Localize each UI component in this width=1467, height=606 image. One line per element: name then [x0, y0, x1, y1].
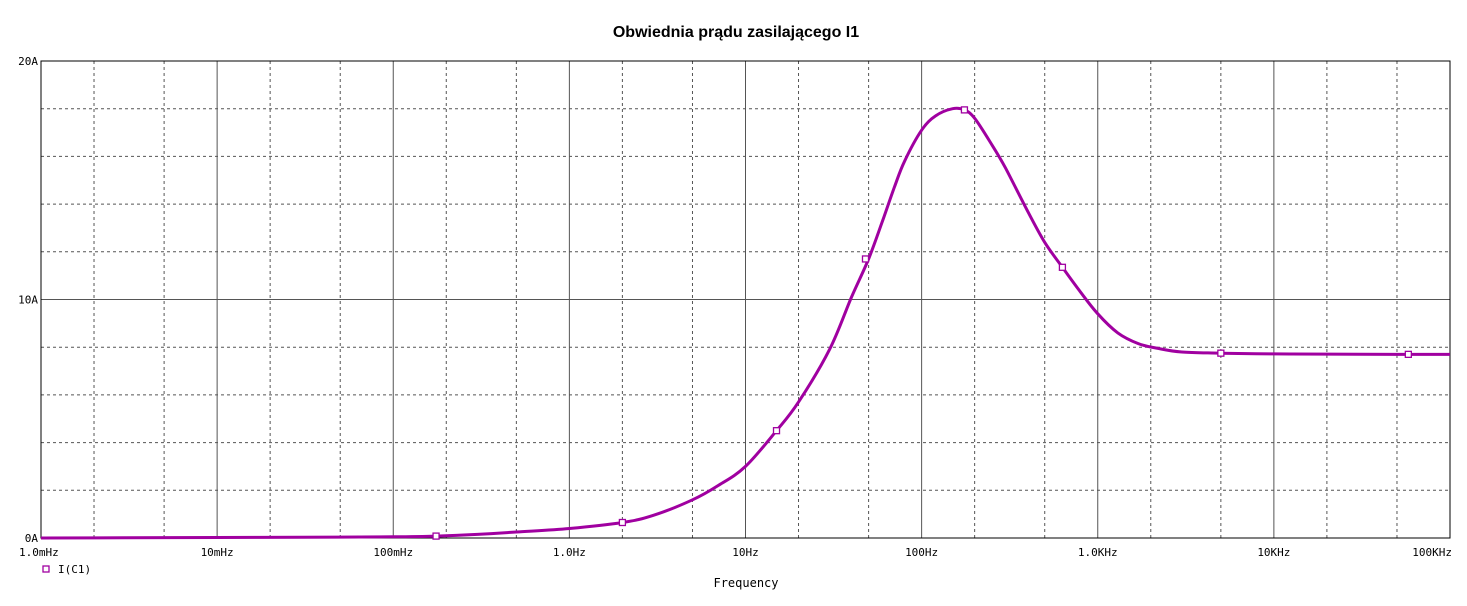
series-marker	[618, 518, 627, 527]
x-tick-label: 100mHz	[373, 546, 413, 559]
plot-frame	[40, 60, 1451, 539]
y-tick-label: 0A	[25, 532, 39, 545]
x-tick-label: 10KHz	[1257, 546, 1290, 559]
x-tick-label: 10Hz	[732, 546, 759, 559]
legend: I(C1)	[42, 563, 91, 576]
legend-label-i-c1: I(C1)	[58, 563, 91, 576]
x-tick-label: 1.0KHz	[1078, 546, 1118, 559]
series-marker	[861, 255, 870, 263]
series-marker	[1404, 350, 1412, 359]
series-marker	[960, 106, 969, 114]
series-layer	[40, 106, 1450, 540]
y-tick-label: 10A	[18, 294, 38, 307]
series-marker	[1217, 349, 1225, 357]
tick-labels: 1.0mHz 10mHz 100mHz 1.0Hz 10Hz 100Hz 1.0KHz 10K…	[18, 55, 1452, 559]
x-tick-label: 1.0mHz	[19, 546, 59, 559]
x-tick-label: 100KHz	[1412, 546, 1452, 559]
series-marker	[432, 532, 440, 540]
series-marker	[1058, 263, 1067, 271]
y-tick-label: 20A	[18, 55, 38, 68]
x-axis-label: Frequency	[713, 576, 778, 590]
series-marker	[772, 427, 781, 435]
x-tick-label: 100Hz	[905, 546, 938, 559]
x-tick-label: 1.0Hz	[553, 546, 586, 559]
series-line-i-c1	[40, 106, 1450, 540]
legend-marker	[42, 565, 50, 573]
chart-title: Obwiednia prądu zasilającego I1	[613, 24, 859, 41]
x-tick-label: 10mHz	[201, 546, 234, 559]
